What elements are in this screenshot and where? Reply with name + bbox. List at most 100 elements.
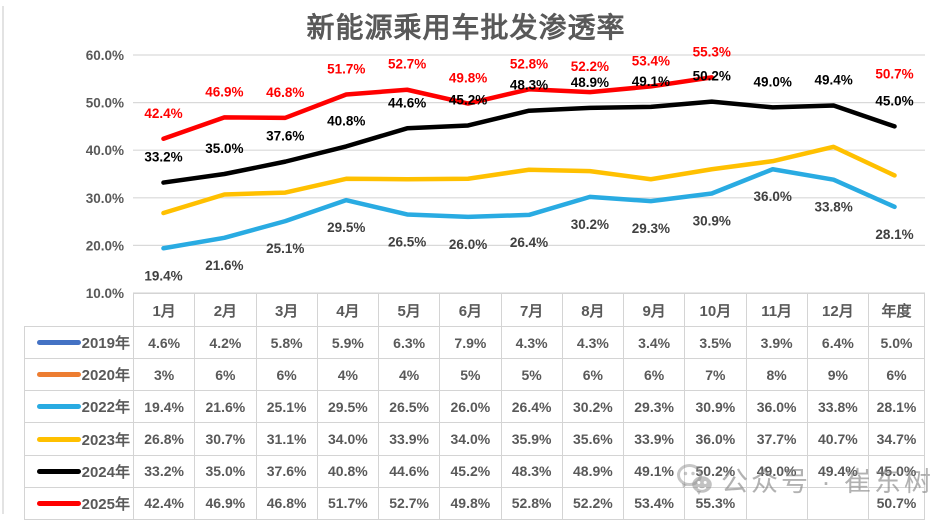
cell-2022年-10月: 30.9% — [684, 390, 747, 424]
data-label-2022年: 30.2% — [571, 217, 609, 232]
cell-2023年-年度: 34.7% — [868, 422, 925, 456]
cell-2023年-12月: 40.7% — [806, 422, 870, 456]
cell-2022年-6月: 26.0% — [439, 390, 502, 424]
legend-cell-2020年: 2020年 — [24, 358, 134, 392]
cell-2025年-5月: 52.7% — [377, 486, 441, 521]
data-label-2025年: 49.8% — [449, 71, 487, 86]
cell-2024年-8月: 48.9% — [561, 454, 625, 488]
table-row-2022年: 2022年 19.4% 21.6% 25.1% 29.5% 26.5% 26.0% 26.4%… — [24, 390, 925, 424]
data-label-2025年: 52.2% — [571, 59, 609, 74]
cell-2020年-8月: 6% — [561, 358, 625, 392]
cell-2024年-5月: 44.6% — [377, 454, 441, 488]
cell-2020年-12月: 9% — [806, 358, 870, 392]
cell-2024年-11月: 49.0% — [745, 454, 808, 488]
data-label-2022年: 26.0% — [449, 237, 487, 252]
cell-2023年-3月: 31.1% — [255, 422, 318, 456]
cell-2020年-2月: 6% — [194, 358, 257, 392]
y-axis-tick-label: 30.0% — [86, 191, 124, 206]
table-row-2023年: 2023年 26.8% 30.7% 31.1% 34.0% 33.9% 34.0% 35.9%… — [24, 422, 925, 456]
cell-2022年-5月: 26.5% — [377, 390, 441, 424]
legend-cell-2024年: 2024年 — [24, 454, 134, 488]
cell-2019年-3月: 5.8% — [255, 325, 318, 360]
data-label-2022年: 21.6% — [205, 258, 243, 273]
cell-2024年-2月: 35.0% — [194, 454, 257, 488]
table-corner-blank — [25, 294, 134, 327]
cell-2025年-4月: 51.7% — [316, 486, 380, 521]
line-2025年 — [161, 75, 715, 142]
table-header-3月: 3月 — [255, 293, 318, 327]
cell-2025年-12月 — [806, 486, 870, 521]
cell-2025年-7月: 52.8% — [500, 486, 563, 521]
table-row-2019年: 2019年 4.6% 4.2% 5.8% 5.9% 6.3% 7.9% 4.3% 4.3% 3.4… — [24, 325, 925, 360]
cell-2024年-6月: 45.2% — [439, 454, 502, 488]
data-table: 1月 2月 3月 4月 5月 6月 7月 8月 9月 10月 11月 12月 年度 2019年 4.6% 4.… — [24, 293, 925, 521]
cell-2022年-1月: 19.4% — [132, 390, 196, 424]
cell-2025年-1月: 42.4% — [132, 486, 196, 521]
data-label-2025年: 46.8% — [266, 85, 304, 100]
cell-2025年-2月: 46.9% — [194, 486, 257, 521]
cell-2024年-4月: 40.8% — [316, 454, 380, 488]
cell-2019年-2月: 4.2% — [194, 325, 257, 360]
table-header-年度: 年度 — [868, 293, 925, 327]
cell-2020年-4月: 4% — [316, 358, 380, 392]
table-row-2025年: 2025年 42.4% 46.9% 46.8% 51.7% 52.7% 49.8% 52.8%… — [24, 486, 925, 521]
cell-2019年-4月: 5.9% — [316, 325, 380, 360]
cell-2019年-10月: 3.5% — [684, 325, 747, 360]
data-label-2024年: 45.2% — [449, 92, 487, 107]
table-header-11月: 11月 — [745, 293, 808, 327]
table-header-10月: 10月 — [684, 293, 747, 327]
cell-2023年-7月: 35.9% — [500, 422, 563, 456]
cell-2025年-9月: 53.4% — [622, 486, 686, 521]
cell-2020年-9月: 6% — [622, 358, 686, 392]
cell-2019年-5月: 6.3% — [377, 325, 441, 360]
cell-2020年-3月: 6% — [255, 358, 318, 392]
legend-cell-2023年: 2023年 — [24, 422, 134, 456]
cell-2024年-7月: 48.3% — [500, 454, 563, 488]
cell-2023年-8月: 35.6% — [561, 422, 625, 456]
data-label-2022年: 19.4% — [144, 268, 182, 283]
cell-2022年-3月: 25.1% — [255, 390, 318, 424]
data-label-2022年: 29.5% — [327, 220, 365, 235]
legend-line-2025年 — [36, 500, 81, 506]
cell-2019年-12月: 6.4% — [806, 325, 870, 360]
cell-2022年-12月: 33.8% — [806, 390, 870, 424]
data-label-2022年: 28.1% — [875, 227, 913, 242]
y-axis-tick-label: 20.0% — [86, 238, 124, 253]
table-header-12月: 12月 — [806, 293, 870, 327]
cell-2019年-9月: 3.4% — [622, 325, 686, 360]
cell-2022年-2月: 21.6% — [194, 390, 257, 424]
left-edge-border — [2, 6, 4, 514]
table-header-6月: 6月 — [439, 293, 502, 327]
cell-2023年-4月: 34.0% — [316, 422, 380, 456]
table-header-4月: 4月 — [316, 293, 380, 327]
data-label-2022年: 29.3% — [632, 221, 670, 236]
table-row-2020年: 2020年 3% 6% 6% 4% 4% 5% 5% 6% 6% 7% 8% 9% 6% — [24, 358, 925, 392]
cell-2025年-3月: 46.8% — [255, 486, 318, 521]
data-label-2024年: 48.9% — [571, 75, 609, 90]
legend-line-2022年 — [36, 404, 81, 410]
table-header-7月: 7月 — [500, 293, 563, 327]
cell-2020年-7月: 5% — [500, 358, 563, 392]
cell-2022年-11月: 36.0% — [745, 390, 808, 424]
data-label-2025年: 46.9% — [205, 84, 243, 99]
legend-line-2024年 — [36, 468, 81, 474]
line-2023年 — [161, 144, 897, 216]
data-label-2022年: 30.9% — [693, 214, 731, 229]
data-label-2025年: 55.3% — [693, 44, 731, 59]
data-label-2022年: 26.5% — [388, 234, 426, 249]
data-label-2024年: 33.2% — [144, 150, 182, 165]
cell-2020年-10月: 7% — [684, 358, 747, 392]
legend-cell-2022年: 2022年 — [24, 390, 134, 424]
cell-2020年-1月: 3% — [132, 358, 196, 392]
data-label-2024年: 49.4% — [814, 72, 852, 87]
legend-line-2020年 — [36, 372, 81, 378]
data-label-2024年: 49.0% — [754, 74, 792, 89]
table-header-row: 1月 2月 3月 4月 5月 6月 7月 8月 9月 10月 11月 12月 年度 — [25, 293, 925, 327]
cell-2023年-9月: 33.9% — [622, 422, 686, 456]
y-axis-tick-label: 10.0% — [86, 286, 124, 301]
cell-2022年-8月: 30.2% — [561, 390, 625, 424]
legend-label: 2022年 — [81, 399, 130, 417]
cell-2023年-11月: 37.7% — [745, 422, 808, 456]
cell-2024年-3月: 37.6% — [255, 454, 318, 488]
